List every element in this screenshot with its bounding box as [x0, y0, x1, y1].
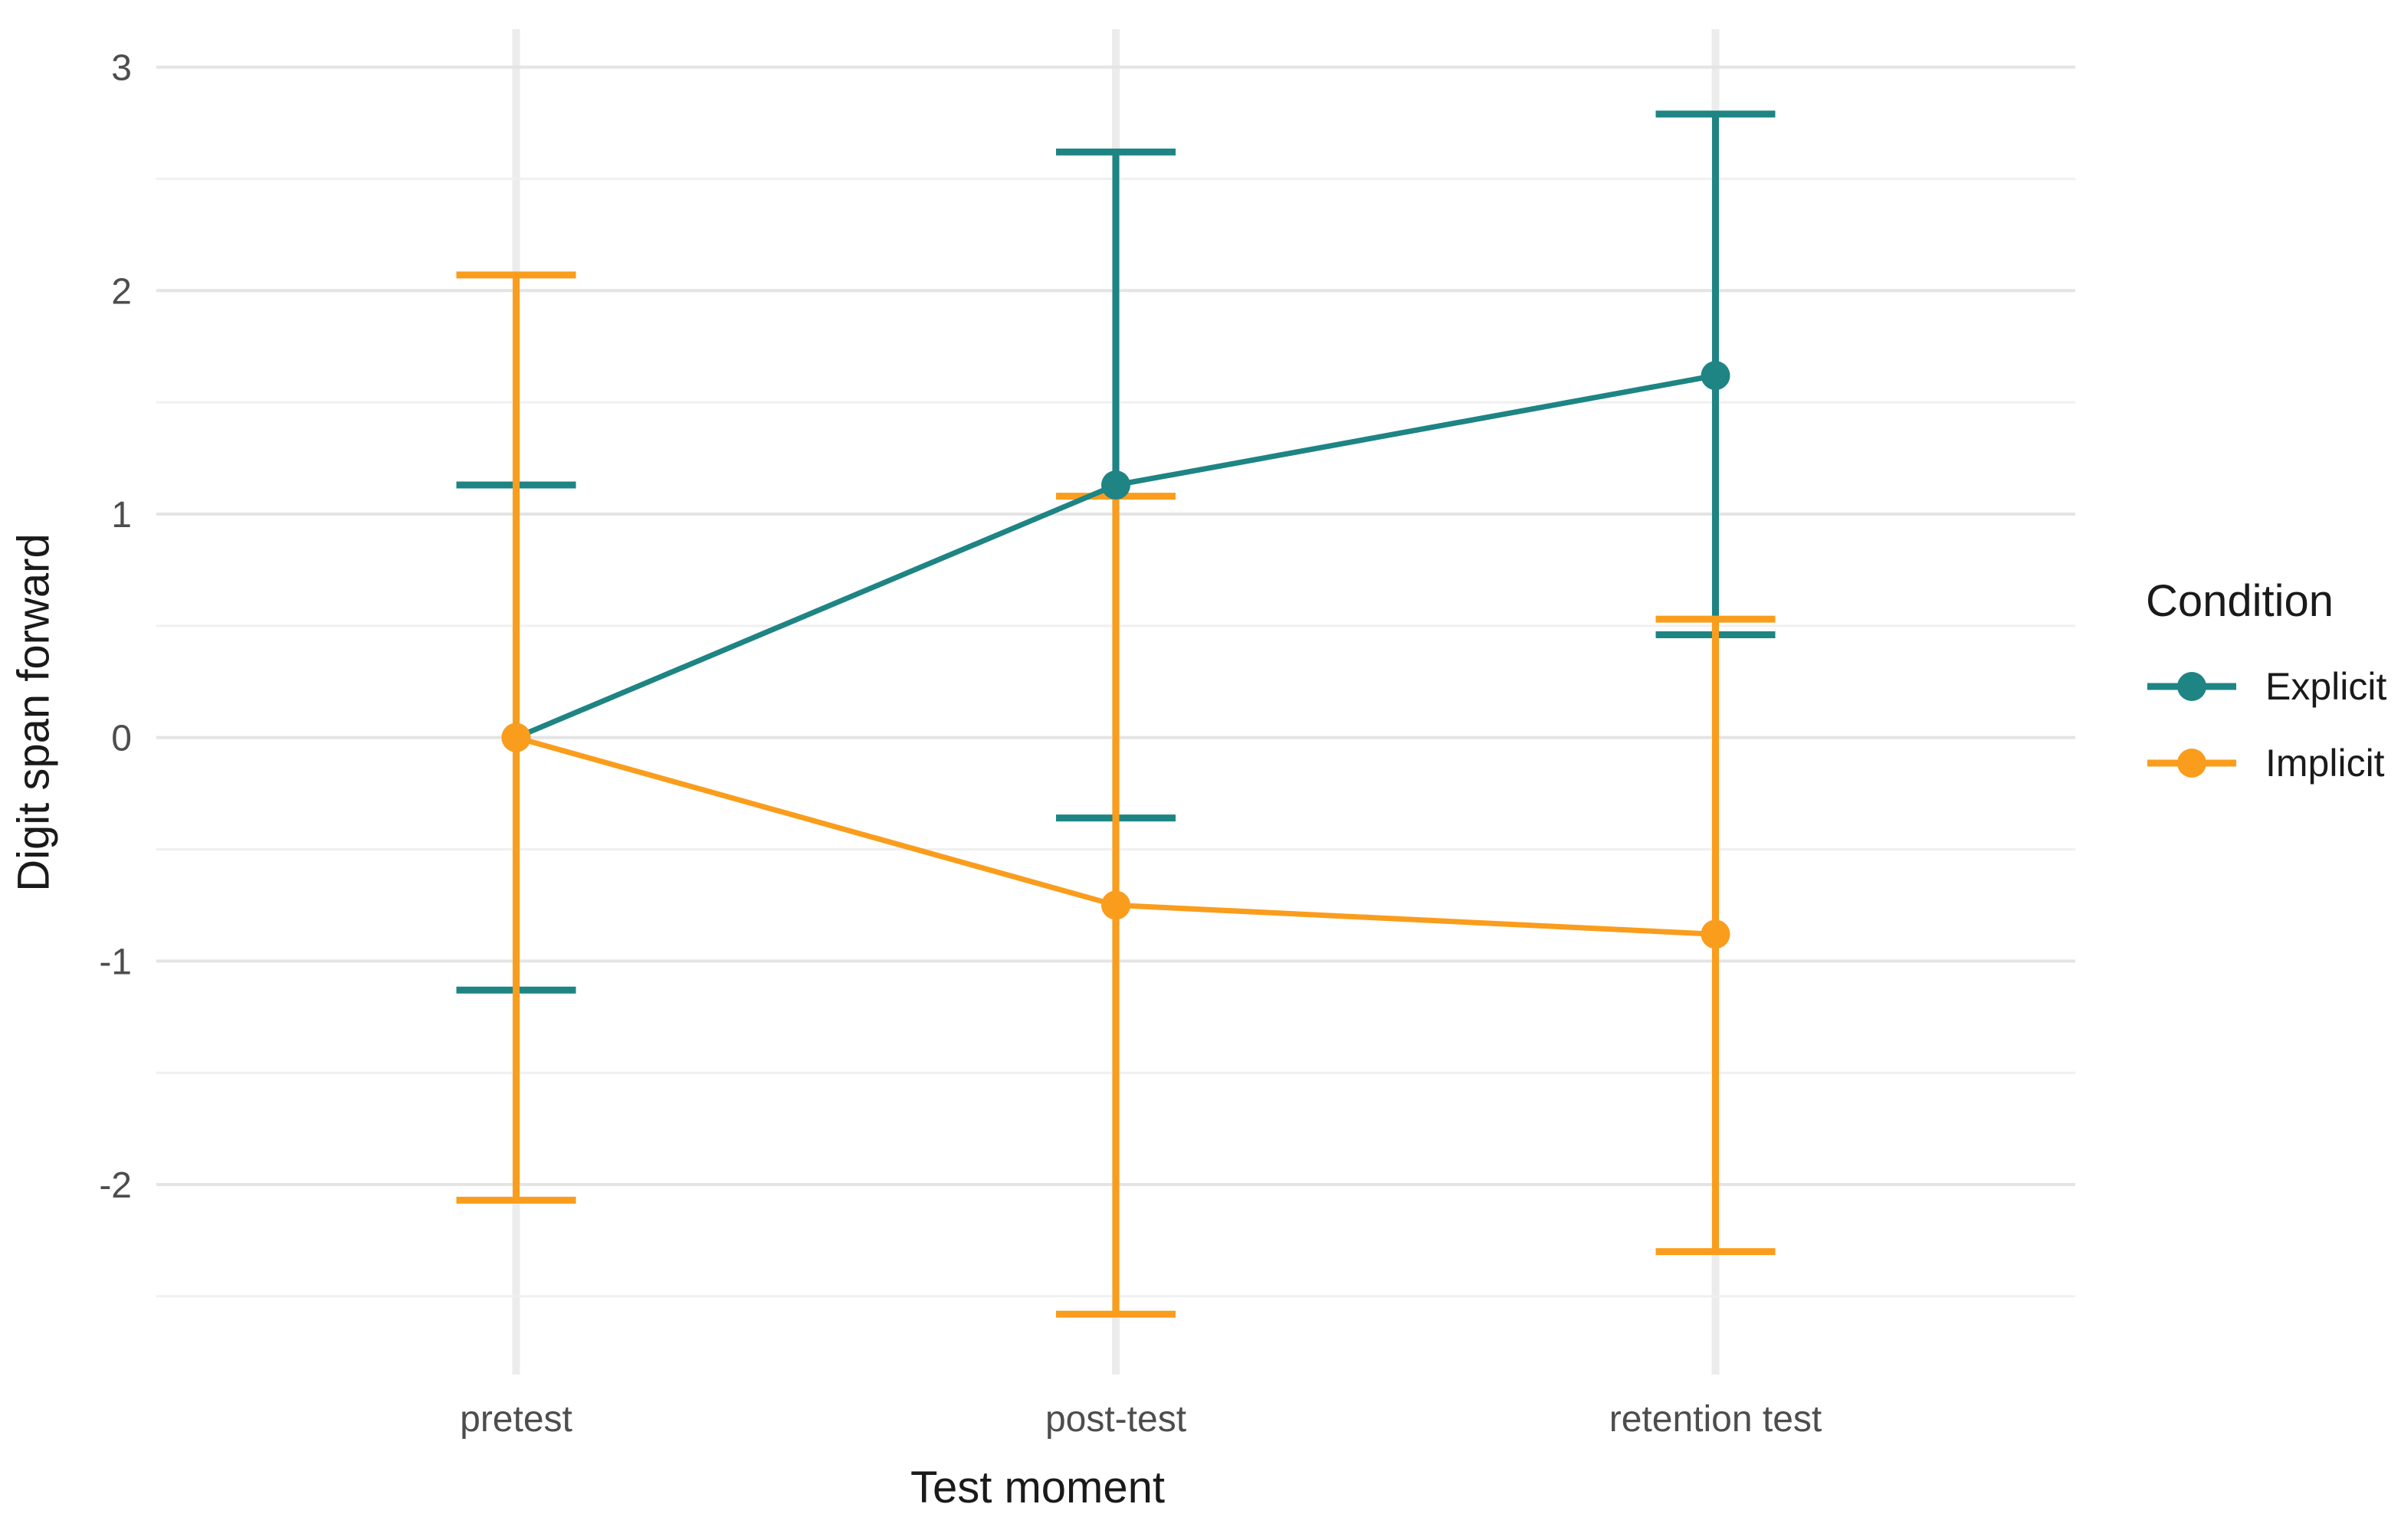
implicit-point-pretest [501, 722, 531, 752]
y-tick-label-1: 1 [111, 495, 132, 536]
legend-key-implicit-icon [2147, 749, 2236, 778]
y-tick-label--2: -2 [99, 1165, 132, 1206]
x-axis-title: Test moment [910, 1463, 1165, 1512]
implicit-point-retention-test [1701, 919, 1730, 949]
legend-label-explicit: Explicit [2265, 665, 2387, 708]
y-tick-label-3: 3 [111, 48, 132, 89]
x-tick-label-pretest: pretest [460, 1399, 572, 1440]
y-axis-title: Digit span forward [8, 533, 59, 892]
y-tick-label--1: -1 [99, 942, 132, 982]
x-tick-label-post-test: post-test [1045, 1399, 1186, 1440]
legend-key-explicit-icon [2147, 672, 2236, 701]
legend-title: Condition [2146, 576, 2334, 626]
x-tick-label-retention-test: retention test [1609, 1399, 1822, 1440]
explicit-point-retention-test [1701, 361, 1730, 391]
implicit-point-post-test [1101, 890, 1130, 920]
explicit-point-post-test [1101, 470, 1130, 500]
legend: Condition Explicit Implicit [2146, 576, 2401, 801]
legend-item-implicit: Implicit [2146, 725, 2401, 801]
legend-label-implicit: Implicit [2265, 742, 2385, 785]
y-tick-label-2: 2 [111, 271, 132, 312]
legend-item-explicit: Explicit [2146, 648, 2401, 725]
y-tick-label-0: 0 [111, 719, 132, 759]
